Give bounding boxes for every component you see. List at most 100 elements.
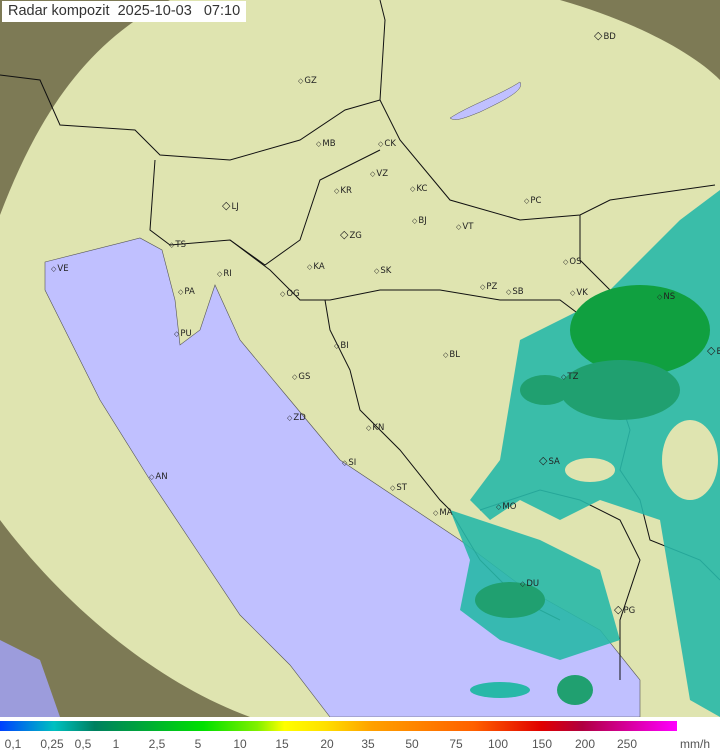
color-scale-bar: [0, 721, 677, 731]
city-label: BI: [340, 341, 349, 351]
diamond-icon: ◇: [217, 270, 223, 278]
legend-tick: 10: [233, 737, 247, 751]
diamond-icon: ◇: [456, 223, 462, 231]
city-label: NS: [663, 292, 676, 302]
city-marker: ◇KA: [307, 262, 325, 272]
radar-coverage-area: [0, 0, 720, 717]
city-label: BG: [716, 347, 720, 357]
diamond-icon: ◇: [178, 288, 184, 296]
city-marker: ◇PA: [178, 287, 195, 297]
city-label: VT: [462, 222, 474, 232]
city-label: BL: [449, 350, 460, 360]
city-label: OS: [569, 257, 582, 267]
legend-unit: mm/h: [680, 737, 710, 751]
city-marker: ◇LJ: [222, 199, 239, 212]
city-label: VZ: [376, 169, 389, 179]
city-label: PZ: [486, 282, 498, 292]
city-label: BJ: [418, 216, 427, 226]
city-marker: ◇BJ: [412, 216, 427, 226]
legend-tick: 250: [616, 737, 638, 751]
legend-tick: 0,25: [40, 737, 64, 751]
legend-tick: 150: [531, 737, 553, 751]
lake-balaton: [449, 81, 521, 120]
city-label: ST: [396, 483, 407, 493]
city-label: MA: [439, 508, 453, 518]
diamond-icon: ◇: [287, 414, 293, 422]
city-marker: ◇CK: [378, 139, 396, 149]
diamond-icon: ◇: [433, 509, 439, 517]
legend-tick: 1: [112, 737, 120, 751]
diamond-icon: ◇: [563, 258, 569, 266]
diamond-icon: ◇: [707, 344, 716, 357]
city-marker: ◇SB: [506, 287, 524, 297]
city-marker: ◇DU: [520, 579, 539, 589]
diamond-icon: ◇: [292, 373, 298, 381]
legend-tick: 20: [320, 737, 334, 751]
diamond-icon: ◇: [496, 503, 502, 511]
diamond-icon: ◇: [480, 283, 486, 291]
city-label: AN: [155, 472, 168, 482]
map-title: Radar kompozit 2025-10-03 07:10: [2, 1, 247, 22]
city-marker: ◇PU: [174, 329, 192, 339]
diamond-icon: ◇: [390, 484, 396, 492]
city-label: TZ: [567, 372, 579, 382]
legend-tick: 50: [405, 737, 419, 751]
city-label: RI: [223, 269, 232, 279]
tyrrhenian-sea: [0, 640, 60, 717]
city-label: GZ: [304, 76, 317, 86]
city-label: PG: [623, 606, 636, 616]
diamond-icon: ◇: [334, 187, 340, 195]
city-label: VE: [57, 264, 69, 274]
city-label: SK: [380, 266, 392, 276]
diamond-icon: ◇: [520, 580, 526, 588]
city-marker: ◇KN: [366, 423, 384, 433]
city-marker: ◇BD: [594, 29, 616, 42]
diamond-icon: ◇: [222, 199, 231, 212]
diamond-icon: ◇: [443, 351, 449, 359]
city-marker: ◇ST: [390, 483, 407, 493]
city-marker: ◇RI: [217, 269, 232, 279]
city-label: DU: [526, 579, 540, 589]
city-label: BD: [603, 32, 616, 42]
diamond-icon: ◇: [169, 241, 175, 249]
city-marker: ◇SK: [374, 266, 391, 276]
city-marker: ◇BI: [334, 341, 349, 351]
city-label: MO: [502, 502, 517, 512]
legend-tick: 15: [275, 737, 289, 751]
legend-tick: 200: [574, 737, 596, 751]
diamond-icon: ◇: [570, 289, 576, 297]
diamond-icon: ◇: [657, 293, 663, 301]
legend-tick: 75: [449, 737, 463, 751]
city-marker: ◇TS: [169, 240, 186, 250]
diamond-icon: ◇: [374, 267, 380, 275]
city-marker: ◇AN: [149, 472, 168, 482]
city-label: LJ: [231, 202, 239, 212]
city-marker: ◇PG: [614, 603, 635, 616]
city-marker: ◇KR: [334, 186, 352, 196]
precipitation: [450, 190, 720, 717]
diamond-icon: ◇: [366, 424, 372, 432]
city-label: SB: [512, 287, 524, 297]
city-marker: ◇ZD: [287, 413, 306, 423]
legend-tick: 100: [487, 737, 509, 751]
city-marker: ◇PZ: [480, 282, 497, 292]
diamond-icon: ◇: [410, 185, 416, 193]
diamond-icon: ◇: [298, 77, 304, 85]
city-marker: ◇OS: [563, 257, 581, 267]
city-label: ZG: [349, 231, 362, 241]
city-label: CK: [384, 139, 396, 149]
city-label: KA: [313, 262, 325, 272]
city-label: KC: [416, 184, 428, 194]
city-label: MB: [322, 139, 336, 149]
diamond-icon: ◇: [594, 29, 603, 42]
city-marker: ◇VE: [51, 264, 69, 274]
legend-tick: 0,1: [4, 737, 22, 751]
diamond-icon: ◇: [370, 170, 376, 178]
diamond-icon: ◇: [51, 265, 57, 273]
city-marker: ◇VT: [456, 222, 473, 232]
diamond-icon: ◇: [280, 290, 286, 298]
city-label: GS: [298, 372, 311, 382]
city-marker: ◇ZG: [340, 228, 362, 241]
diamond-icon: ◇: [524, 197, 530, 205]
